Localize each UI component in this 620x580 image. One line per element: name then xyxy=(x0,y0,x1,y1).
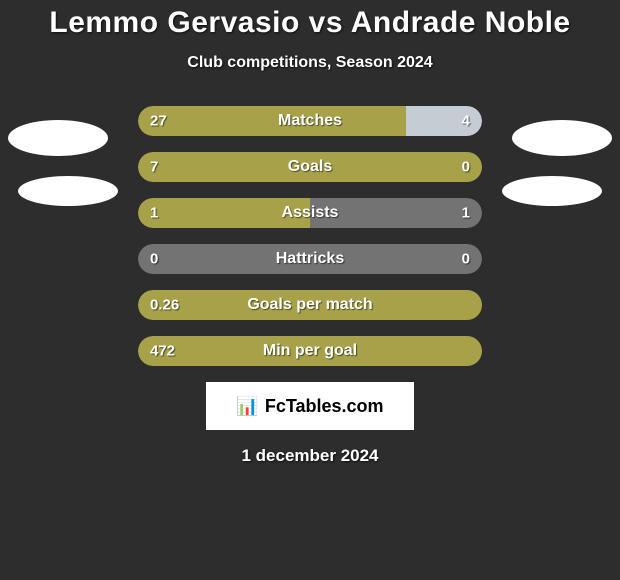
stat-row-hattricks: Hattricks00 xyxy=(138,244,482,274)
bar-segment-right xyxy=(310,198,482,228)
title-vs: vs xyxy=(309,6,343,39)
stat-row-goals-per-match: Goals per match0.26 xyxy=(138,290,482,320)
bar-segment-right xyxy=(406,106,482,136)
player2-name: Andrade Noble xyxy=(351,6,571,39)
player1-avatar-mid xyxy=(18,176,118,206)
player2-avatar-top xyxy=(512,120,612,156)
stat-bars: Matches274 Goals70 Assists11 Hattricks00 Goa… xyxy=(138,106,482,366)
stat-row-min-per-goal: Min per goal472 xyxy=(138,336,482,366)
player1-name: Lemmo Gervasio xyxy=(49,6,299,39)
comparison-card: Lemmo Gervasio vs Andrade Noble Club com… xyxy=(0,0,620,580)
bar-segment-left xyxy=(138,290,482,320)
player1-avatar-top xyxy=(8,120,108,156)
bar-segment-left xyxy=(138,336,482,366)
date-label: 1 december 2024 xyxy=(0,446,620,466)
stat-row-matches: Matches274 xyxy=(138,106,482,136)
stat-row-goals: Goals70 xyxy=(138,152,482,182)
stat-row-assists: Assists11 xyxy=(138,198,482,228)
player2-avatar-mid xyxy=(502,176,602,206)
chart-icon: 📊 xyxy=(236,396,258,417)
bar-segment-left xyxy=(138,244,310,274)
brand-text: FcTables.com xyxy=(265,396,384,417)
bar-segment-right xyxy=(310,244,482,274)
bar-segment-left xyxy=(138,198,310,228)
bar-segment-left xyxy=(138,106,406,136)
brand-logo: 📊 FcTables.com xyxy=(206,382,414,430)
subtitle: Club competitions, Season 2024 xyxy=(0,54,620,72)
page-title: Lemmo Gervasio vs Andrade Noble xyxy=(0,6,620,40)
bar-segment-left xyxy=(138,152,482,182)
